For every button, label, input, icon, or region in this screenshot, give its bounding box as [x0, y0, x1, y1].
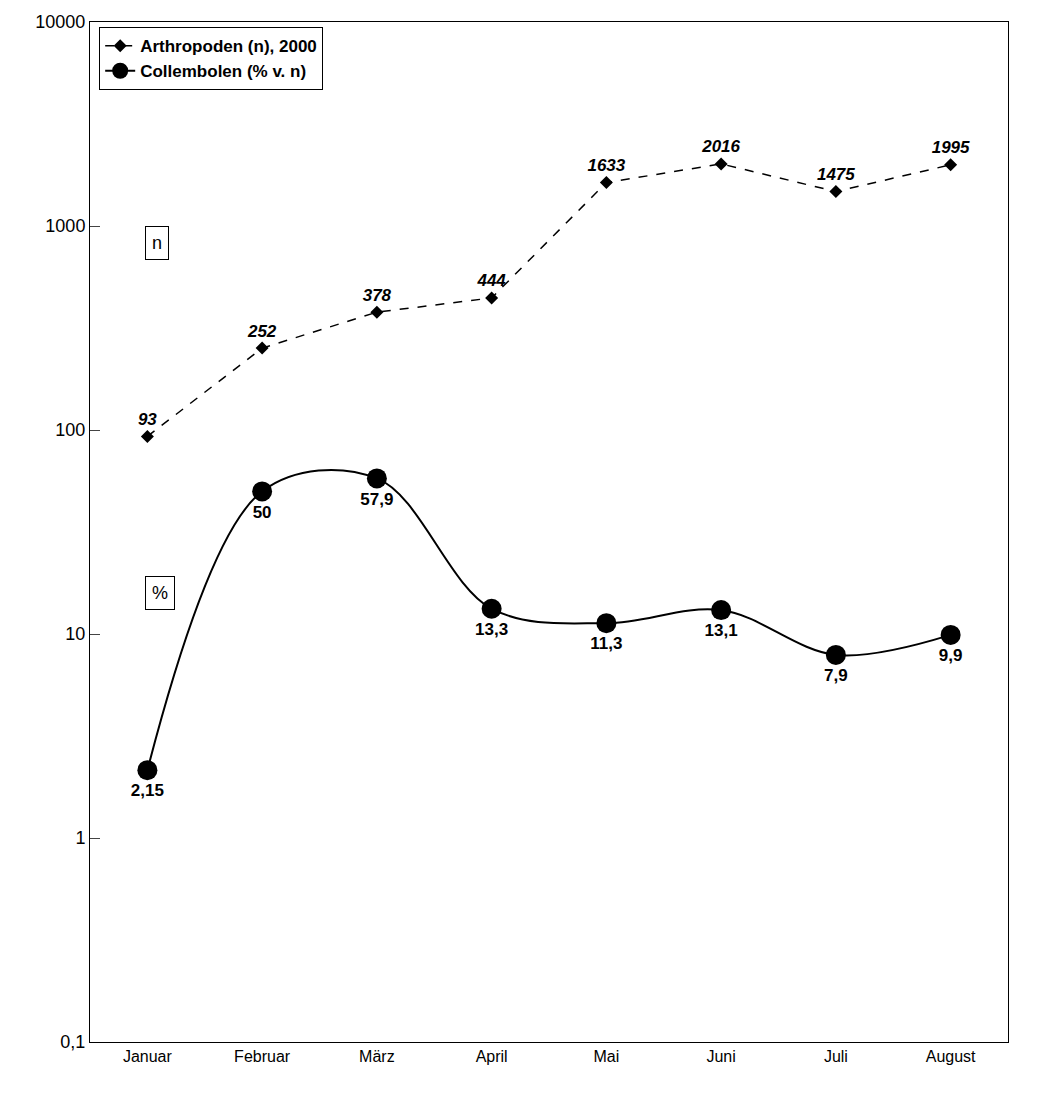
svg-text:378: 378 [363, 286, 392, 305]
svg-text:1475: 1475 [817, 165, 855, 184]
svg-text:Arthropoden (n), 2000: Arthropoden (n), 2000 [140, 37, 317, 56]
svg-text:9,9: 9,9 [939, 646, 963, 665]
svg-text:252: 252 [247, 322, 277, 341]
svg-text:Februar: Februar [234, 1048, 291, 1065]
svg-text:2,15: 2,15 [131, 781, 164, 800]
svg-text:August: August [926, 1048, 976, 1065]
svg-text:Mai: Mai [593, 1048, 619, 1065]
svg-text:April: April [476, 1048, 508, 1065]
svg-text:50: 50 [253, 503, 272, 522]
svg-text:100: 100 [55, 420, 85, 440]
svg-text:1995: 1995 [932, 138, 970, 157]
svg-text:444: 444 [476, 271, 506, 290]
svg-text:13,3: 13,3 [475, 620, 508, 639]
svg-text:57,9: 57,9 [360, 490, 393, 509]
svg-text:10000: 10000 [35, 12, 85, 32]
svg-text:2016: 2016 [701, 137, 740, 156]
svg-text:Juli: Juli [824, 1048, 848, 1065]
svg-text:n: n [152, 233, 162, 253]
svg-text:März: März [359, 1048, 395, 1065]
svg-text:13,1: 13,1 [705, 621, 738, 640]
svg-text:Collembolen (% v. n): Collembolen (% v. n) [140, 62, 306, 81]
svg-text:Januar: Januar [123, 1048, 173, 1065]
svg-text:Juni: Juni [706, 1048, 735, 1065]
svg-text:%: % [152, 583, 168, 603]
svg-text:1633: 1633 [587, 156, 625, 175]
svg-text:1000: 1000 [45, 216, 85, 236]
svg-text:1: 1 [75, 828, 85, 848]
svg-text:10: 10 [65, 624, 85, 644]
svg-text:11,3: 11,3 [590, 634, 622, 653]
svg-text:93: 93 [138, 410, 157, 429]
svg-text:0,1: 0,1 [60, 1032, 85, 1052]
svg-text:7,9: 7,9 [824, 666, 848, 685]
